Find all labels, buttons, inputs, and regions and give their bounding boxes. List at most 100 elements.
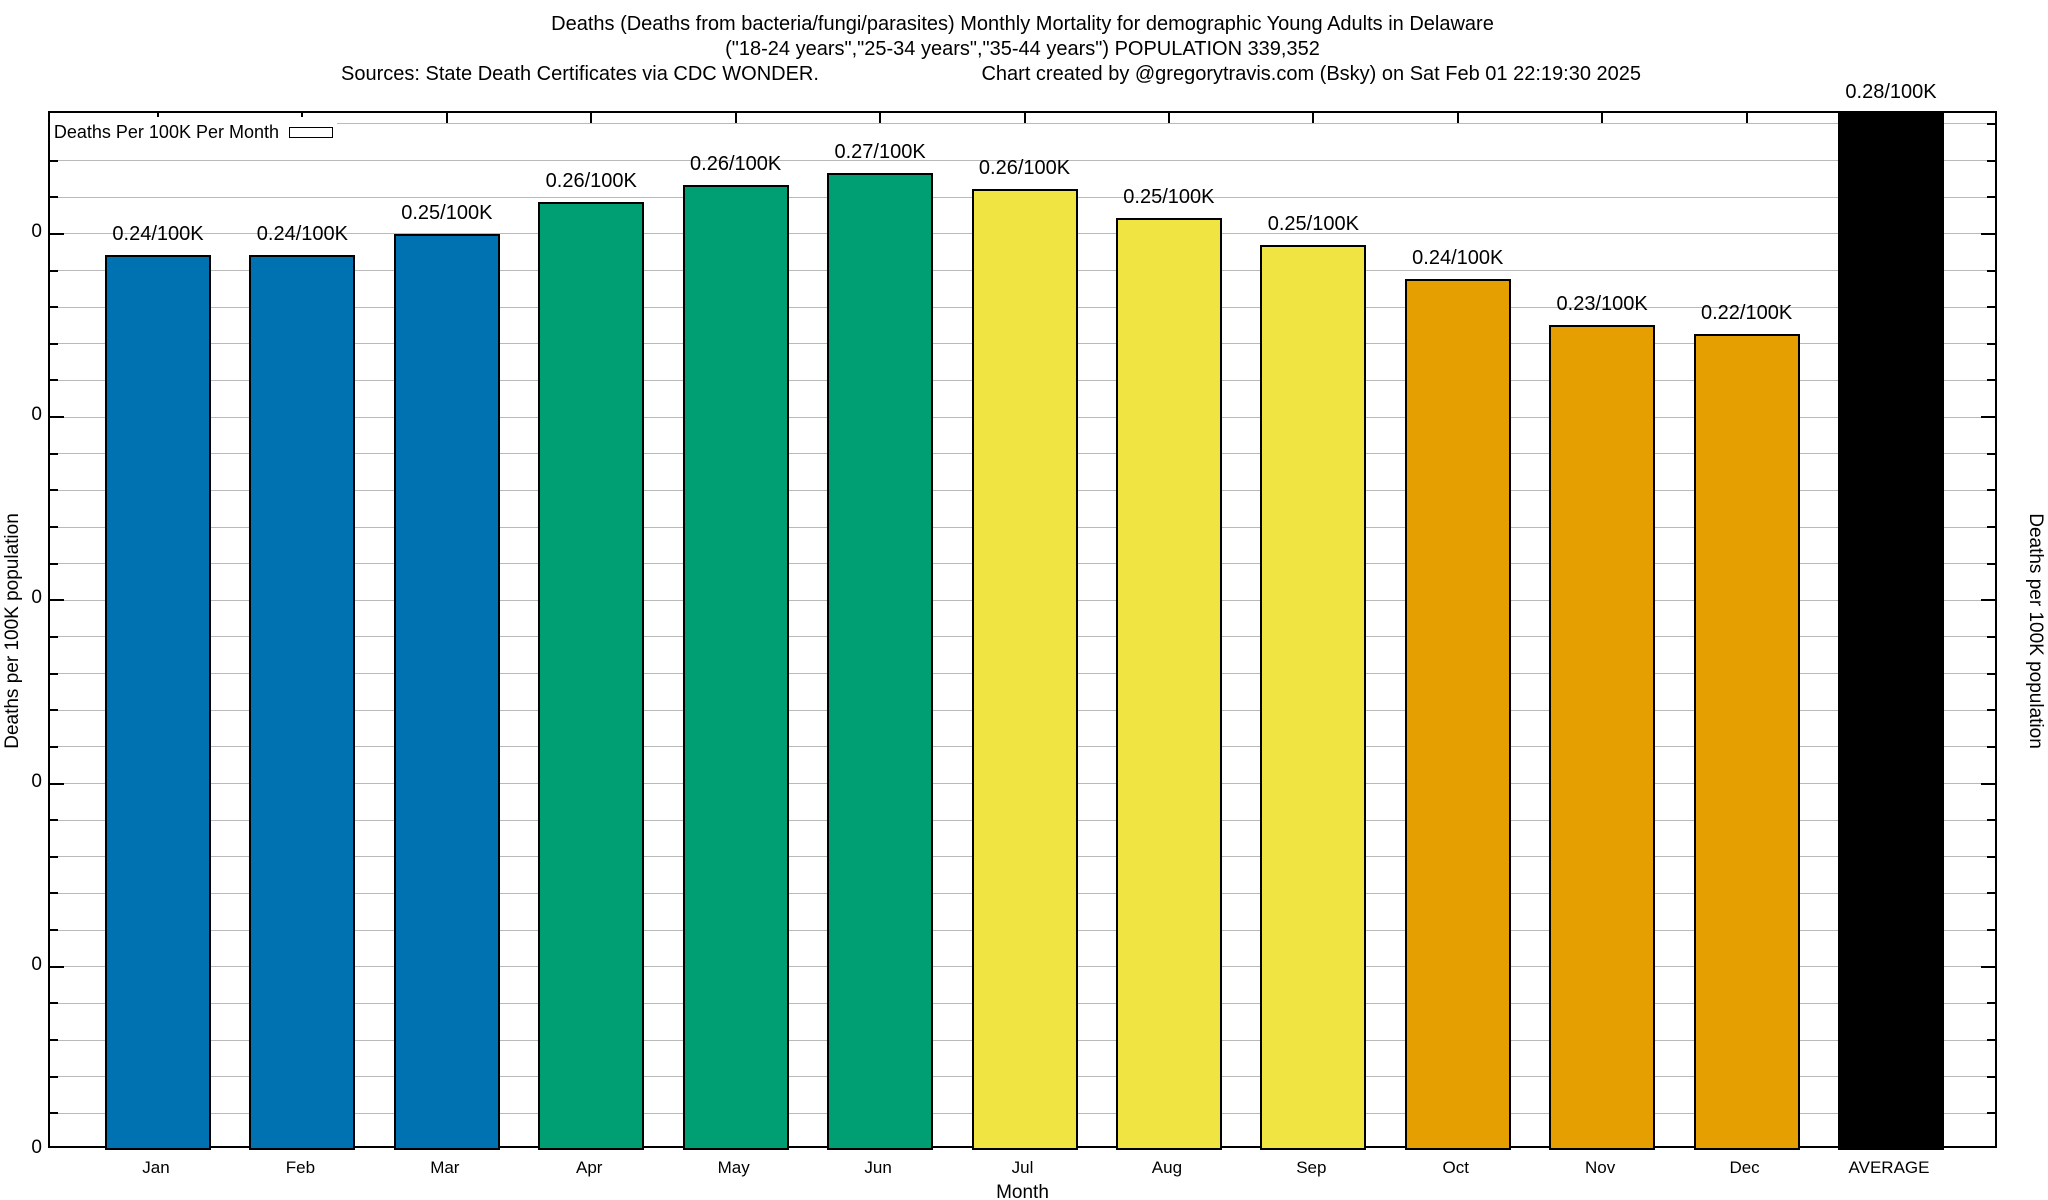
y-tick-mark [1981,782,1995,785]
bar-dec [1693,333,1800,1150]
bar-value-label: 0.24/100K [1412,246,1504,269]
x-tick-mark-top [734,113,737,123]
credit-text: Chart created by @gregorytravis.com (Bsk… [981,63,1641,85]
y-tick-mark [50,855,58,858]
x-axis-tick-label: Jul [1011,1158,1034,1177]
x-tick-mark-top [1023,113,1026,123]
y-axis-tick-label: 0 [31,220,42,242]
y-tick-mark [1987,855,1995,858]
x-axis-tick-label: Jun [864,1158,892,1177]
y-tick-mark [1987,306,1995,309]
y-tick-mark [50,1075,58,1078]
chart-sources-row: Sources: State Death Certificates via CD… [341,62,1641,87]
y-tick-mark [50,635,58,638]
y-tick-mark [50,1002,58,1005]
bar-value-label: 0.24/100K [256,222,348,245]
y-tick-mark [50,1039,58,1042]
x-tick-mark-top [1456,113,1459,123]
bar-mar [393,233,500,1150]
x-axis-tick-label: Apr [576,1158,603,1177]
y-tick-mark [1987,452,1995,455]
y-tick-mark [50,489,58,492]
y-tick-mark [1987,1075,1995,1078]
x-axis-tick-label: Sep [1296,1158,1327,1177]
bar-sep [1260,244,1367,1150]
y-tick-mark [50,232,64,235]
y-axis-tick-label: 0 [31,953,42,975]
bar-value-label: 0.26/100K [545,170,637,193]
x-axis-tick-label: AVERAGE [1848,1158,1930,1177]
gridline [50,160,1995,162]
x-axis-tick-label: Mar [430,1158,460,1177]
y-tick-mark [50,416,64,419]
y-tick-mark [1981,965,1995,968]
bar-aug [1115,217,1222,1150]
y-tick-mark [1987,159,1995,162]
bar-feb [249,254,356,1150]
y-tick-mark [1987,379,1995,382]
y-tick-mark [50,379,58,382]
bar-value-label: 0.22/100K [1700,301,1793,324]
y-tick-mark [50,342,58,345]
y-tick-mark [1987,635,1995,638]
x-tick-mark-top [445,113,448,123]
bar-value-label: 0.25/100K [1123,185,1215,208]
y-tick-mark [50,196,58,199]
x-tick-mark-top [1167,113,1170,123]
x-axis-tick-label: Nov [1585,1158,1616,1177]
y-tick-mark [50,892,58,895]
bar-jul [971,188,1078,1150]
bar-value-label: 0.25/100K [401,201,493,224]
plot-area: Deaths Per 100K Per Month 0.24/100K 0.24/… [48,81,1997,1150]
bar-value-label: 0.26/100K [978,156,1071,179]
y-tick-mark [50,745,58,748]
x-axis-tick-label: Oct [1442,1158,1469,1177]
x-tick-mark-top [590,113,593,123]
y-tick-mark [50,1112,58,1115]
x-axis-tick-label: Aug [1151,1158,1183,1177]
x-tick-mark-top [879,113,882,123]
x-axis-tick-label: May [717,1158,750,1177]
x-tick-mark-top [1312,113,1315,123]
y-tick-mark [50,709,58,712]
y-tick-mark [1987,1112,1995,1115]
bar-value-label: 0.27/100K [834,140,926,163]
y-tick-mark [1987,562,1995,565]
legend-swatch-icon [289,126,333,138]
y-tick-mark [50,599,64,602]
x-axis-title: Month [996,1182,1049,1200]
bar-oct [1404,278,1511,1150]
x-axis-tick-label: Feb [285,1158,316,1177]
y-tick-mark [1987,342,1995,345]
y-tick-mark [1987,1002,1995,1005]
y-tick-mark [50,562,58,565]
bar-value-label: 0.25/100K [1267,212,1359,235]
y-tick-mark [1987,745,1995,748]
legend: Deaths Per 100K Per Month [49,117,337,147]
y-tick-mark [50,929,58,932]
y-axis-title-right: Deaths per 100K population [2025,513,2046,749]
y-tick-mark [50,452,58,455]
y-tick-mark [1987,892,1995,895]
y-tick-mark [1987,526,1995,529]
sources-text: Sources: State Death Certificates via CD… [341,63,819,85]
y-axis-tick-label: 0 [31,770,42,792]
y-tick-mark [50,159,58,162]
chart-title-line2: ("18-24 years","25-34 years","35-44 year… [725,38,1320,60]
bar-value-label: 0.24/100K [112,222,204,245]
y-axis-tick-label: 0 [31,404,42,426]
y-tick-mark [50,526,58,529]
y-tick-mark [50,269,58,272]
bar-value-label: 0.28/100K [1845,81,1937,103]
bar-may [682,184,789,1150]
chart-title-line1: Deaths (Deaths from bacteria/fungi/paras… [551,13,1494,35]
x-axis-tick-label: Dec [1729,1158,1760,1177]
y-tick-mark [1981,416,1995,419]
bar-value-label: 0.23/100K [1556,292,1648,315]
y-tick-mark [1981,232,1995,235]
y-tick-mark [50,819,58,822]
y-tick-mark [50,965,64,968]
y-tick-mark [1987,489,1995,492]
y-tick-mark [1987,929,1995,932]
